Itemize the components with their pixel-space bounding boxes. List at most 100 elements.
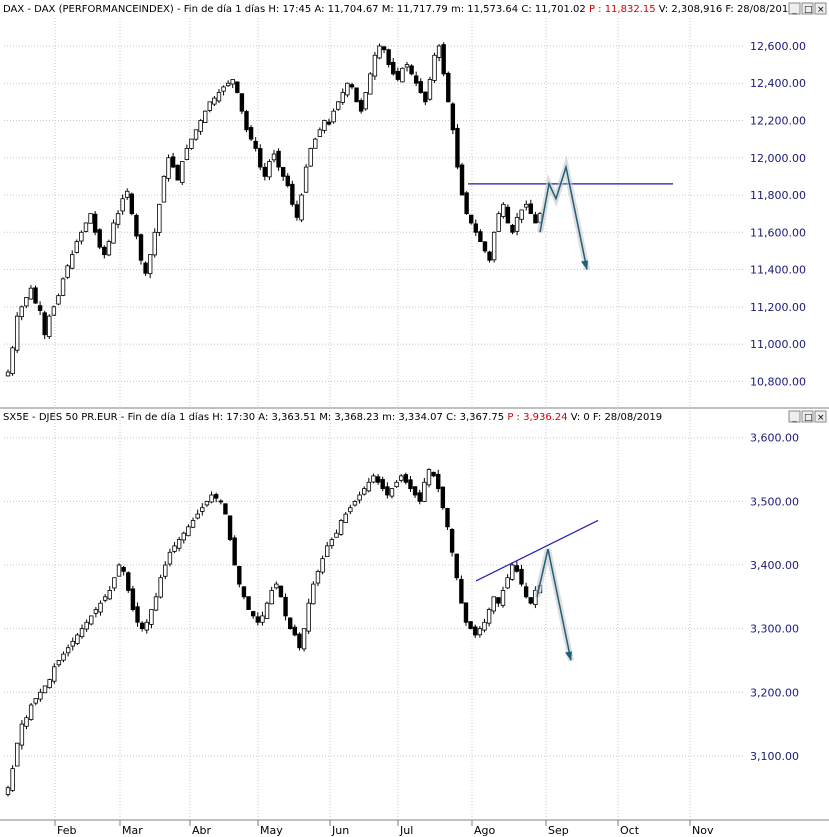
candle-body (449, 528, 455, 553)
candle-body (166, 157, 171, 179)
candle-body (274, 583, 279, 589)
candle-body (496, 213, 501, 232)
candle-body (213, 494, 219, 499)
candle-body (334, 532, 339, 538)
candle-body (134, 214, 139, 237)
candle-body (491, 231, 497, 261)
minimize-button[interactable] (788, 2, 801, 15)
candle-body (152, 231, 157, 256)
candle-body (368, 73, 373, 95)
candle-body (459, 578, 464, 604)
candle-body (348, 507, 353, 513)
candle-body (180, 161, 185, 183)
candle-body (89, 615, 94, 625)
candle-body (278, 585, 284, 598)
candle-body (125, 190, 130, 198)
y-tick-label: 12,600.00 (750, 40, 806, 53)
candle-body (184, 148, 190, 160)
candle-body (303, 166, 309, 193)
y-tick-label: 10,800.00 (750, 375, 806, 388)
candle-body (386, 49, 391, 65)
candle-body (126, 572, 131, 591)
candle-body (42, 685, 48, 694)
candle-body (121, 567, 126, 572)
candle-body (412, 486, 418, 496)
candle-body (322, 120, 327, 131)
candle-body (404, 64, 410, 68)
candle-body (92, 213, 98, 233)
candle-body (181, 532, 186, 541)
candle-body (363, 92, 368, 110)
candle-body (377, 45, 382, 59)
candle-body (79, 628, 85, 638)
candle-body (106, 241, 112, 256)
candle-body (391, 61, 396, 75)
candle-body (324, 545, 330, 557)
candles-layer (5, 42, 543, 797)
candle-body (158, 577, 163, 598)
candle-body (172, 545, 177, 552)
x-tick-label: Oct (620, 824, 640, 837)
candle-body (329, 539, 335, 546)
candle-body (190, 520, 196, 528)
candle-body (79, 231, 84, 242)
candle-body (454, 553, 459, 579)
candle-body (423, 91, 428, 103)
candle-body (533, 214, 538, 224)
minimize-icon: _ (791, 413, 797, 423)
candle-body (468, 621, 473, 630)
candle-body (216, 92, 222, 102)
candle-body (102, 596, 108, 601)
candle-body (331, 110, 336, 123)
close-button[interactable] (814, 410, 827, 423)
maximize-button[interactable] (801, 2, 814, 15)
panel1-window-buttons[interactable]: _ □ × (788, 2, 827, 15)
candle-body (299, 194, 304, 221)
candle-body (450, 103, 456, 131)
candle-body (120, 198, 125, 212)
candle-body (239, 93, 245, 112)
candle-body (473, 626, 478, 636)
x-tick-label: Ago (474, 824, 496, 837)
candle-body (336, 101, 341, 110)
close-icon: × (817, 413, 825, 423)
candle-body (115, 213, 121, 225)
candle-body (320, 558, 325, 573)
trend-line[interactable] (475, 519, 599, 582)
candle-body (195, 513, 200, 519)
minimize-button[interactable] (788, 410, 801, 423)
candle-body (500, 590, 506, 606)
y-tick-label: 11,600.00 (750, 226, 806, 239)
candle-body (381, 46, 387, 51)
y-tick-label: 12,000.00 (750, 152, 806, 165)
candle-body (357, 494, 362, 501)
candle-body (175, 164, 180, 181)
candle-body (255, 616, 261, 623)
panel2-header: SX5E - DJES 50 PR.EUR - Fin de día 1 día… (3, 411, 662, 423)
candle-body (153, 596, 159, 611)
projection-path[interactable] (539, 164, 588, 270)
candle-body (10, 347, 15, 374)
candle-body (260, 615, 265, 623)
candle-body (418, 81, 423, 93)
x-tick-label: Jun (331, 824, 349, 837)
y-tick-label: 3,400.00 (750, 559, 799, 572)
candle-body (56, 660, 62, 666)
close-button[interactable] (814, 2, 827, 15)
candle-body (523, 586, 529, 598)
candle-body (198, 120, 203, 132)
panel2-window-buttons[interactable]: _ □ × (788, 410, 827, 423)
candle-body (235, 81, 240, 93)
candle-body (519, 568, 524, 585)
projection-path[interactable] (536, 548, 572, 661)
candle-body (317, 129, 323, 137)
candle-body (65, 265, 70, 278)
panel1-header-p: P : 11,832.15 (589, 4, 656, 15)
candle-body (33, 698, 38, 704)
candle-body (491, 596, 496, 612)
candle-body (366, 481, 372, 492)
x-tick-label: Nov (692, 824, 714, 837)
maximize-button[interactable] (801, 410, 814, 423)
y-tick-label: 3,200.00 (750, 686, 799, 699)
